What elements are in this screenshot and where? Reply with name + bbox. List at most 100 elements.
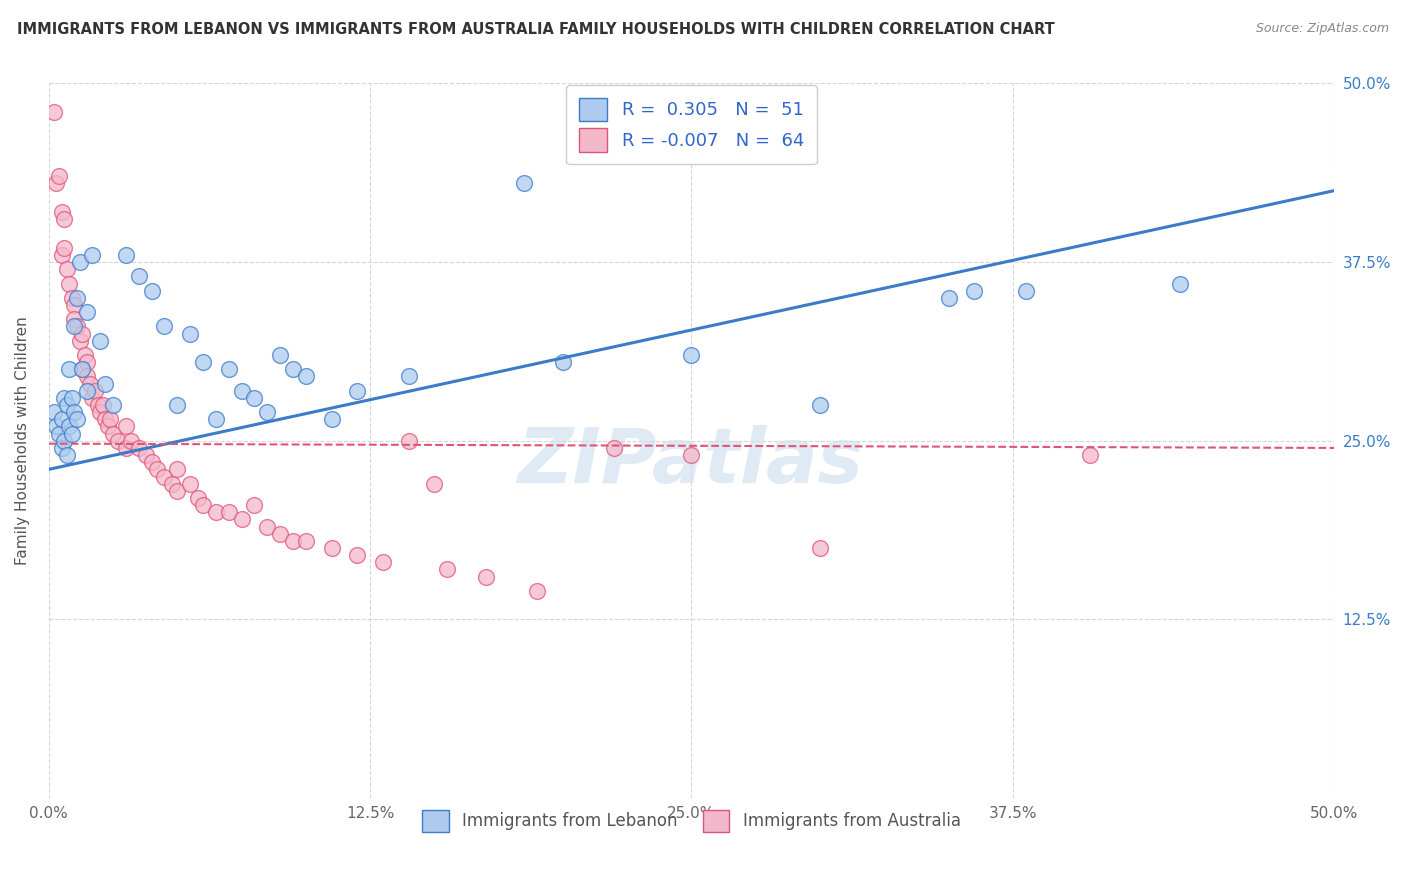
Point (69, 334, 91, 348)
Point (513, 177, 536, 191)
Point (89, 405, 111, 419)
Point (58, 277, 80, 291)
Point (55, 448, 77, 462)
Point (153, 469, 176, 483)
Point (82, 391, 104, 405)
Point (205, 412, 228, 426)
Point (42, 405, 65, 419)
Point (205, 505, 228, 519)
Point (218, 505, 240, 519)
Point (231, 384, 253, 398)
Point (79, 376, 101, 391)
Point (1078, 448, 1101, 462)
Point (63, 405, 86, 419)
Point (84, 384, 107, 398)
Point (179, 326, 201, 341)
Point (63, 298, 86, 312)
Point (141, 284, 163, 298)
Point (101, 398, 124, 412)
Point (60, 291, 83, 305)
Point (53, 241, 76, 255)
Point (51, 248, 73, 262)
Point (145, 462, 167, 476)
Point (97, 419, 120, 434)
Point (141, 455, 163, 469)
Point (295, 533, 318, 548)
Point (128, 269, 150, 284)
Legend: Immigrants from Lebanon, Immigrants from Australia: Immigrants from Lebanon, Immigrants from… (411, 798, 973, 844)
Point (63, 312, 86, 326)
Point (42, 105, 65, 120)
Point (48, 426, 70, 441)
Point (526, 583, 548, 598)
Text: Source: ZipAtlas.com: Source: ZipAtlas.com (1256, 22, 1389, 36)
Point (115, 441, 138, 455)
Point (231, 512, 253, 526)
Point (66, 291, 89, 305)
Point (76, 384, 98, 398)
Point (808, 541, 831, 555)
Point (53, 434, 76, 448)
Point (91, 398, 114, 412)
Point (436, 562, 458, 576)
Point (179, 476, 201, 491)
Point (70, 362, 93, 376)
Point (115, 248, 138, 262)
Point (187, 491, 209, 505)
Point (423, 476, 446, 491)
Point (191, 498, 214, 512)
Point (66, 319, 89, 334)
Point (281, 533, 304, 548)
Point (256, 405, 278, 419)
Point (269, 526, 291, 541)
Point (963, 284, 986, 298)
Point (101, 426, 124, 441)
Point (107, 434, 129, 448)
Y-axis label: Family Households with Children: Family Households with Children (15, 317, 30, 566)
Point (55, 262, 77, 277)
Point (153, 319, 176, 334)
Point (346, 548, 368, 562)
Point (94, 412, 117, 426)
Point (938, 291, 960, 305)
Point (70, 326, 93, 341)
Point (166, 483, 188, 498)
Text: ZIPatlas: ZIPatlas (519, 425, 865, 500)
Point (256, 519, 278, 533)
Point (45, 419, 67, 434)
Point (1168, 277, 1191, 291)
Point (51, 205, 73, 219)
Point (398, 369, 420, 384)
Point (58, 362, 80, 376)
Point (191, 355, 214, 369)
Point (808, 398, 831, 412)
Point (371, 555, 394, 569)
Point (295, 369, 318, 384)
Point (603, 441, 626, 455)
Point (73, 348, 96, 362)
Point (53, 212, 76, 227)
Point (55, 398, 77, 412)
Point (346, 384, 368, 398)
Point (218, 362, 240, 376)
Point (243, 391, 266, 405)
Point (166, 462, 188, 476)
Point (321, 412, 343, 426)
Point (398, 434, 420, 448)
Point (51, 441, 73, 455)
Point (89, 334, 111, 348)
Point (281, 362, 304, 376)
Point (76, 305, 98, 319)
Point (115, 419, 138, 434)
Point (76, 369, 98, 384)
Point (94, 376, 117, 391)
Point (82, 248, 104, 262)
Point (58, 419, 80, 434)
Point (1014, 284, 1036, 298)
Point (60, 426, 83, 441)
Point (681, 348, 703, 362)
Point (128, 441, 150, 455)
Point (243, 498, 266, 512)
Point (551, 355, 574, 369)
Point (135, 448, 157, 462)
